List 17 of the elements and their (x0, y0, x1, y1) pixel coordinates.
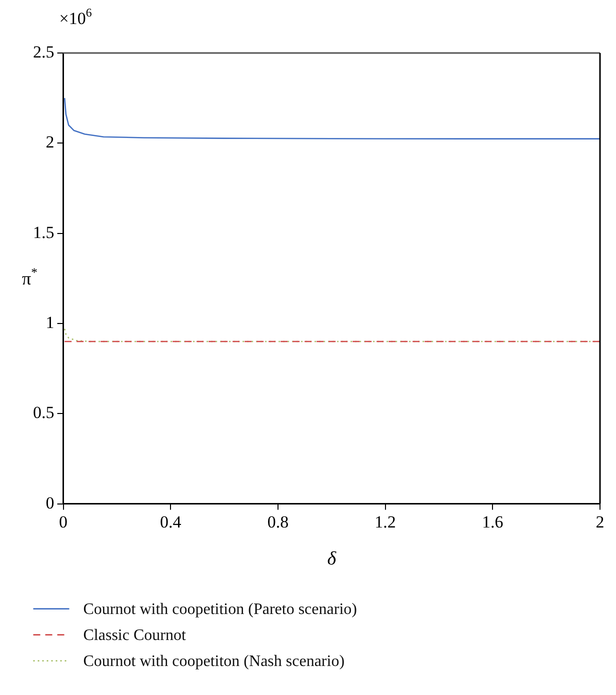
y-tick-label: 1 (46, 312, 54, 332)
x-axis-title: δ (327, 548, 338, 570)
y-tick-label: 0 (46, 493, 54, 512)
y-tick-label: 0.5 (33, 403, 54, 422)
x-tick-label: 1.2 (374, 512, 396, 532)
x-tick-label: 2 (596, 512, 604, 532)
x-tick-label: 0.8 (267, 512, 289, 532)
y-axis-title: π* (22, 265, 38, 288)
legend-label: Cournot with coopetition (Pareto scenario) (83, 600, 357, 618)
y-tick-label: 2.5 (33, 42, 54, 62)
x-tick-label: 1.6 (482, 512, 504, 532)
legend-label: Classic Cournot (83, 626, 186, 644)
y-tick-label: 2 (46, 132, 54, 152)
x-tick-label: 0.4 (160, 512, 182, 532)
y-tick-label: 1.5 (33, 222, 54, 242)
x-tick-label: 0 (59, 512, 68, 532)
legend-label: Cournot with coopetiton (Nash scenario) (83, 652, 345, 670)
